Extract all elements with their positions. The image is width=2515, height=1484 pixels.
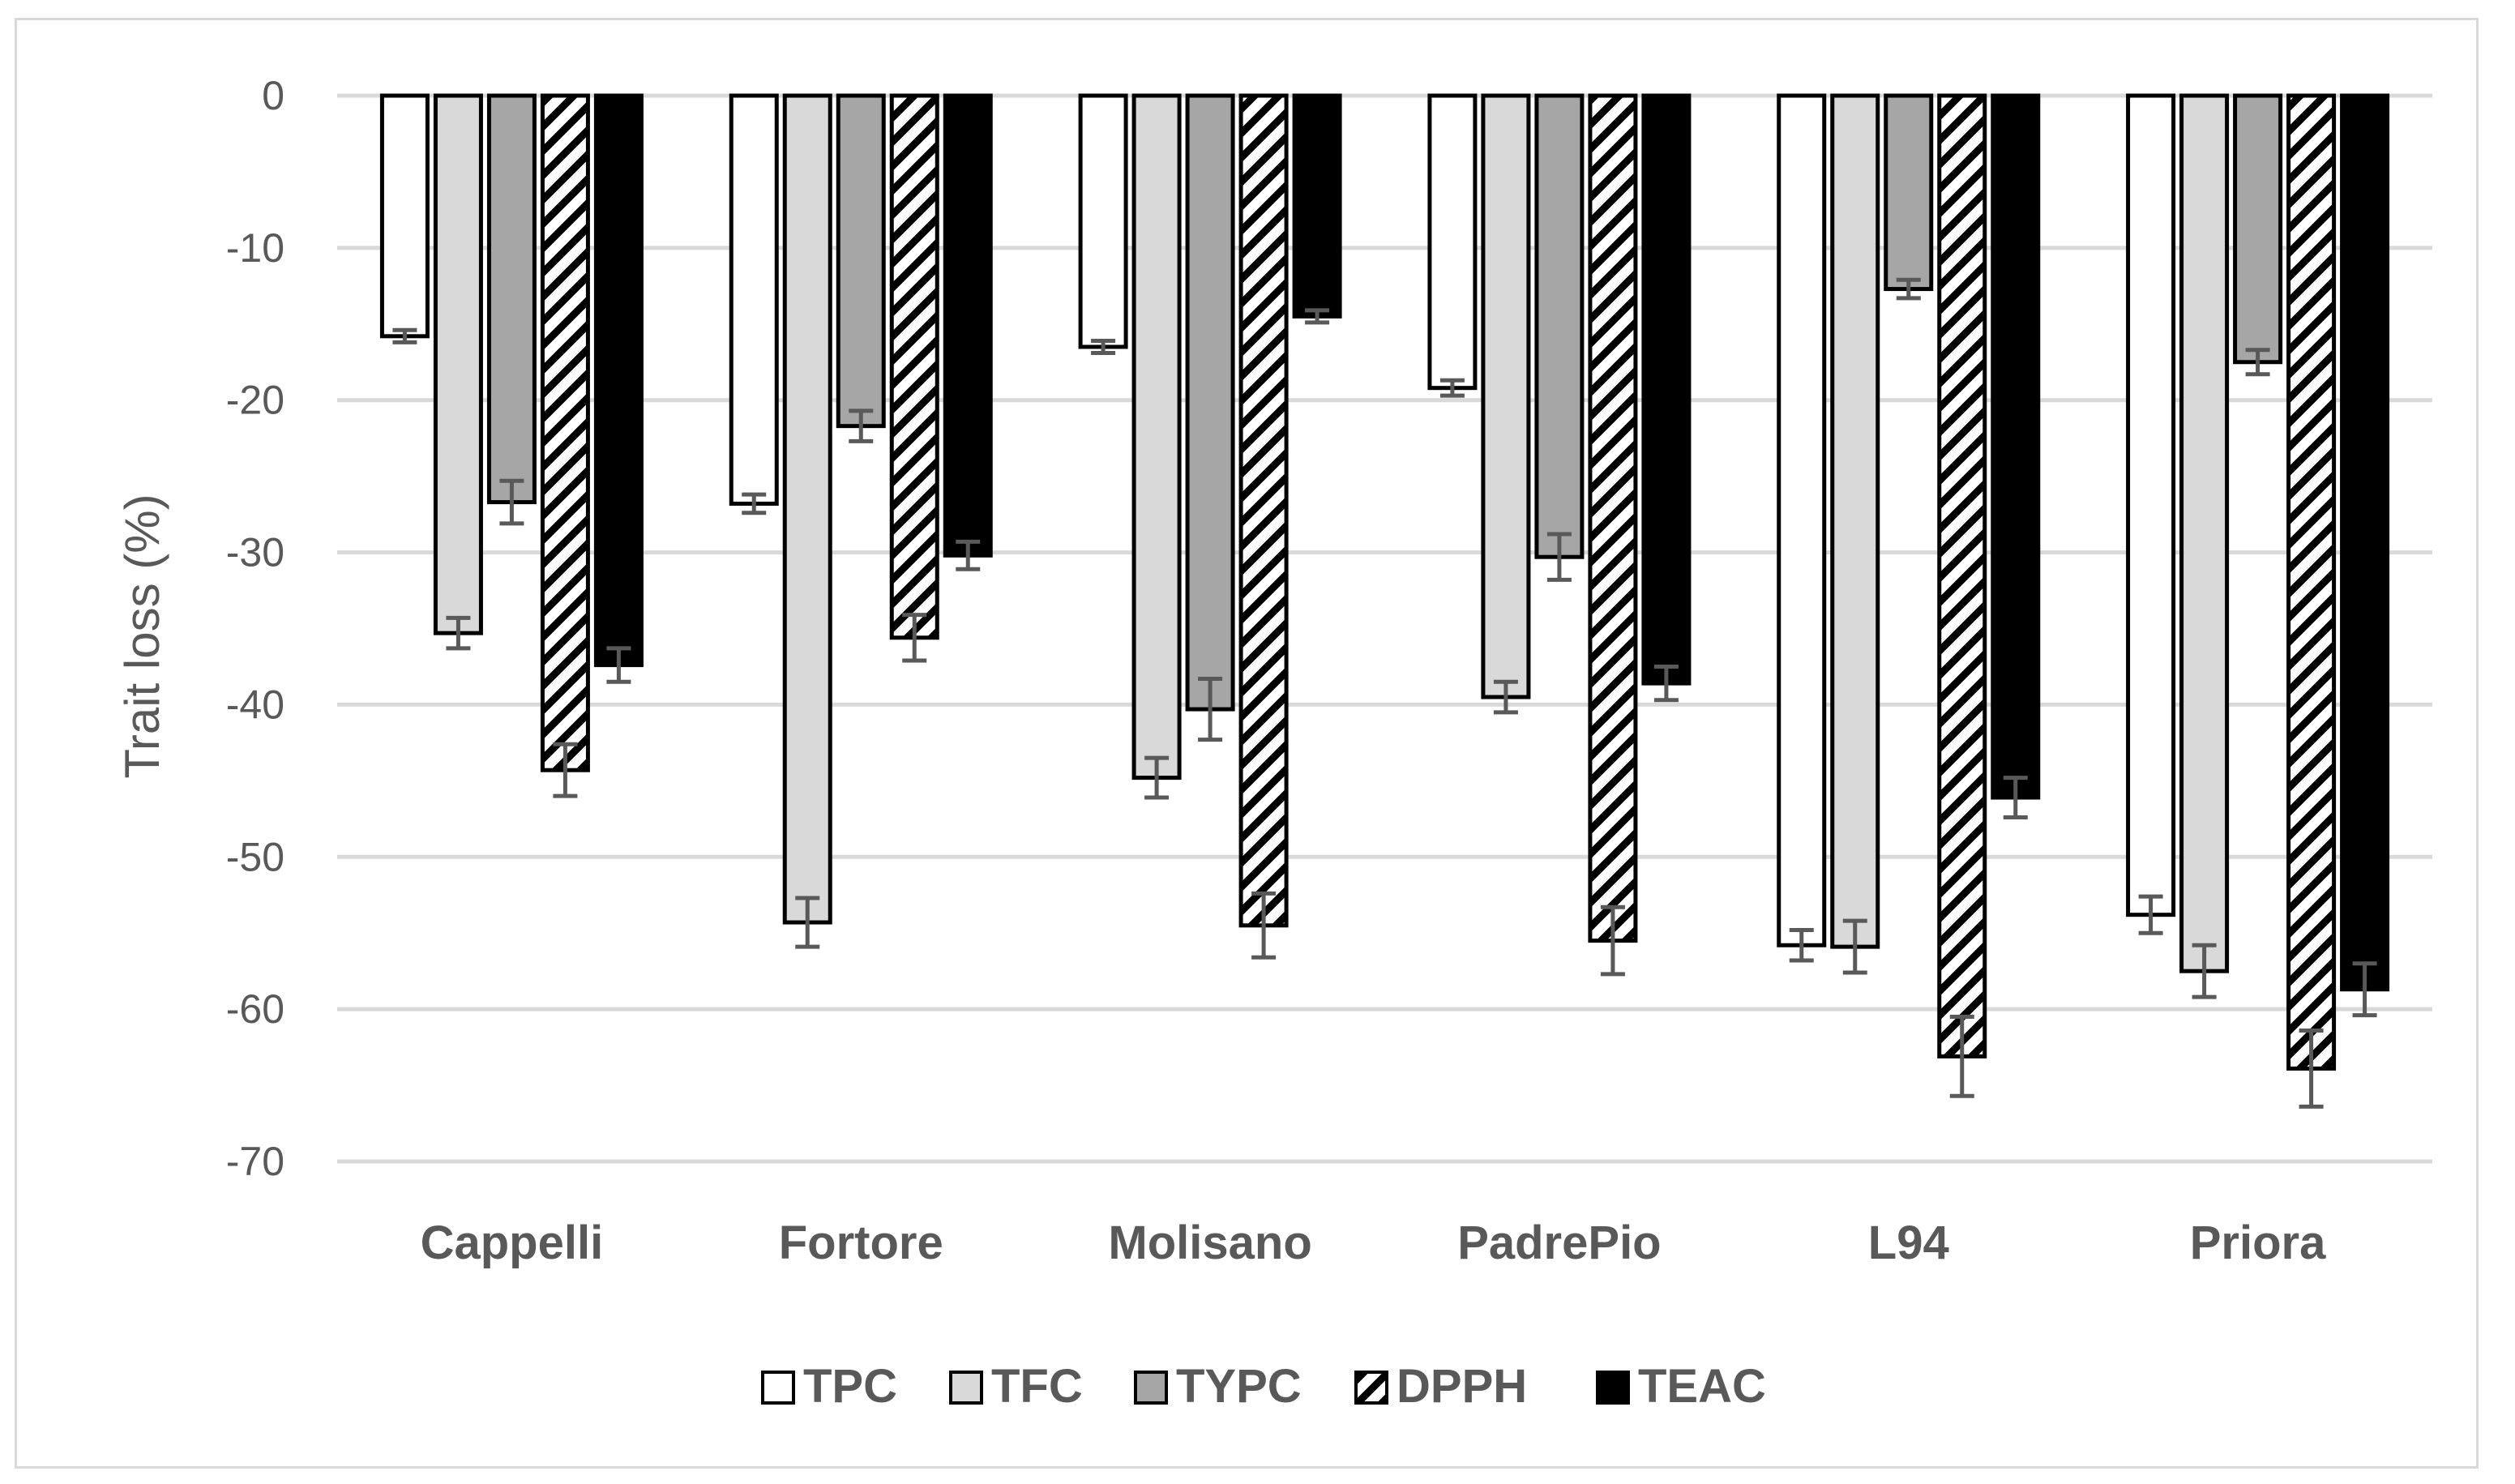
gridlines [337, 93, 2432, 1164]
error-bar-teac-fortore [956, 539, 981, 571]
legend-label-tfc: TFC [991, 1360, 1083, 1413]
bar-tfc-l94 [1830, 93, 1880, 949]
bar-dpph-priora [2286, 93, 2337, 1071]
bar-teac-l94 [1991, 93, 2041, 800]
error-bar-typc-l94 [1896, 277, 1921, 301]
error-bar-dpph-padrepio [1600, 905, 1625, 977]
bar-typc-padrepio [1534, 93, 1585, 559]
error-bar-teac-molisano [1305, 308, 1330, 325]
error-bar-tpc-priora [2138, 894, 2163, 935]
y-axis-title: Trait loss (%) [115, 494, 169, 778]
x-axis-ticks: Cappelli Fortore Molisano PadrePio L94 Priora [421, 1217, 2327, 1269]
bar-dpph-l94 [1937, 93, 1987, 1058]
bar-typc-l94 [1884, 93, 1934, 292]
bar-typc-molisano [1185, 93, 1235, 712]
error-bar-tpc-padrepio [1439, 378, 1465, 398]
x-tick-label: Fortore [779, 1217, 943, 1269]
bar-teac-molisano [1292, 93, 1342, 319]
bar-typc-fortore [836, 93, 886, 429]
error-bar-tfc-fortore [795, 896, 820, 949]
legend: TPC TFC TYPC DPPH TEAC [761, 1360, 1766, 1413]
error-bar-tpc-l94 [1789, 927, 1814, 963]
error-bar-typc-cappelli [499, 478, 524, 526]
error-bars [392, 277, 2377, 1109]
y-tick-label: -70 [226, 1139, 284, 1184]
bar-tpc-cappelli [379, 93, 430, 339]
legend-label-teac: TEAC [1638, 1360, 1766, 1413]
bar-typc-cappelli [486, 93, 537, 505]
legend-swatch-teac [1596, 1371, 1630, 1405]
legend-swatch-tpc [761, 1371, 795, 1405]
chart-svg: 0 -10 -20 -30 -40 -50 -60 -70 Cappelli Fortore Mo… [115, 73, 2432, 1413]
y-axis-ticks: 0 -10 -20 -30 -40 -50 -60 -70 [226, 73, 284, 1184]
error-bar-teac-l94 [2003, 776, 2028, 819]
error-bar-teac-priora [2352, 961, 2377, 1018]
bar-dpph-fortore [889, 93, 939, 640]
error-bar-dpph-molisano [1251, 891, 1277, 960]
bar-tfc-fortore [782, 93, 832, 925]
y-tick-label: 0 [262, 73, 284, 118]
x-tick-label: PadrePio [1457, 1217, 1661, 1269]
error-bar-teac-padrepio [1653, 664, 1679, 703]
y-tick-label: -40 [226, 682, 284, 727]
bar-teac-fortore [943, 93, 993, 558]
y-tick-label: -20 [226, 378, 284, 423]
error-bar-typc-fortore [849, 408, 874, 443]
error-bar-tpc-cappelli [392, 327, 417, 344]
bar-tpc-l94 [1777, 93, 1827, 947]
bar-tpc-fortore [729, 93, 779, 506]
error-bar-tfc-molisano [1144, 755, 1170, 800]
error-bar-dpph-fortore [902, 613, 927, 663]
y-tick-label: -50 [226, 834, 284, 879]
bar-tfc-padrepio [1481, 93, 1531, 699]
bar-tfc-priora [2179, 93, 2230, 973]
chart-frame: 0 -10 -20 -30 -40 -50 -60 -70 Cappelli Fortore Mo… [15, 18, 2479, 1469]
error-bar-tpc-molisano [1091, 338, 1116, 355]
error-bar-tfc-cappelli [446, 615, 471, 651]
bar-tpc-molisano [1078, 93, 1128, 349]
y-tick-label: -30 [226, 530, 284, 575]
bar-dpph-padrepio [1588, 93, 1638, 943]
error-bar-typc-molisano [1198, 676, 1223, 742]
bar-tfc-cappelli [433, 93, 483, 635]
bar-dpph-cappelli [540, 93, 590, 772]
legend-label-tpc: TPC [803, 1360, 897, 1413]
x-tick-label: L94 [1868, 1217, 1949, 1269]
bar-tpc-priora [2126, 93, 2176, 917]
y-tick-label: -60 [226, 986, 284, 1032]
legend-swatch-tfc [949, 1371, 983, 1405]
x-tick-label: Molisano [1108, 1217, 1311, 1269]
error-bar-typc-priora [2245, 348, 2270, 377]
bar-dpph-molisano [1238, 93, 1289, 928]
legend-label-dpph: DPPH [1397, 1360, 1527, 1413]
error-bar-dpph-priora [2299, 1028, 2324, 1109]
x-tick-label: Priora [2190, 1217, 2326, 1269]
error-bar-tfc-l94 [1842, 918, 1867, 975]
bar-tfc-molisano [1131, 93, 1182, 780]
x-tick-label: Cappelli [421, 1217, 604, 1269]
bars [379, 93, 2390, 1071]
bar-tpc-padrepio [1427, 93, 1478, 391]
error-bar-tfc-padrepio [1493, 679, 1518, 715]
error-bar-dpph-cappelli [553, 742, 578, 798]
bar-teac-cappelli [593, 93, 644, 668]
bar-teac-padrepio [1641, 93, 1692, 686]
error-bar-dpph-l94 [1949, 1015, 1974, 1098]
error-bar-teac-cappelli [606, 646, 631, 684]
bar-typc-priora [2233, 93, 2283, 365]
legend-swatch-typc [1134, 1371, 1168, 1405]
legend-label-typc: TYPC [1176, 1360, 1302, 1413]
error-bar-tpc-fortore [742, 492, 767, 515]
error-bar-typc-padrepio [1546, 532, 1572, 582]
error-bar-tfc-priora [2192, 943, 2217, 999]
bar-teac-priora [2340, 93, 2390, 992]
legend-swatch-dpph [1354, 1371, 1388, 1405]
y-tick-label: -10 [226, 225, 284, 271]
